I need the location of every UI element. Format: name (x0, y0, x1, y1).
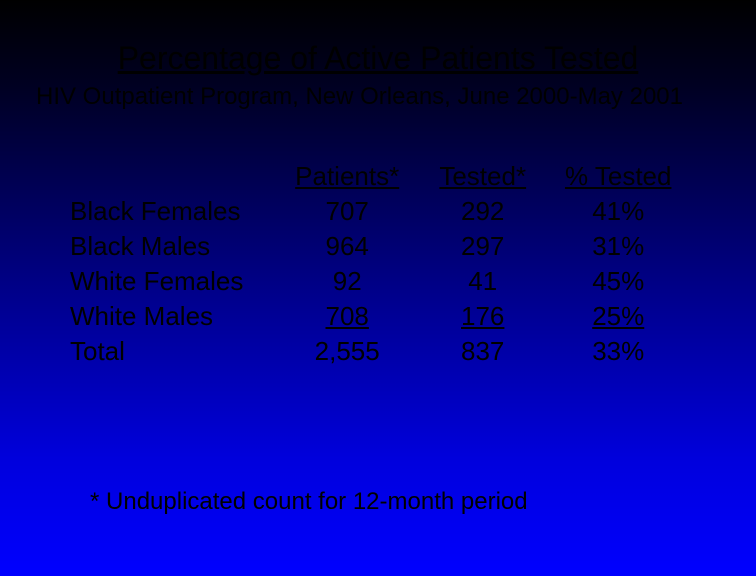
slide-subtitle: HIV Outpatient Program, New Orleans, Jun… (30, 83, 726, 111)
slide: Percentage of Active Patients Tested HIV… (0, 0, 756, 576)
col-header-tested: Tested* (415, 159, 551, 194)
table-header-row: Patients* Tested* % Tested (70, 159, 686, 194)
row-tested: 41 (415, 264, 551, 299)
row-patients: 708 (279, 299, 415, 334)
footnote: * Unduplicated count for 12-month period (90, 488, 528, 516)
row-patients: 964 (279, 229, 415, 264)
data-table: Patients* Tested* % Tested Black Females… (70, 159, 686, 370)
row-pct: 45% (550, 264, 686, 299)
table-body: Black Females70729241%Black Males9642973… (70, 194, 686, 369)
table-row: White Females924145% (70, 264, 686, 299)
slide-title: Percentage of Active Patients Tested (30, 40, 726, 77)
row-label: Total (70, 334, 279, 369)
row-pct: 25% (550, 299, 686, 334)
row-pct: 31% (550, 229, 686, 264)
row-tested: 176 (415, 299, 551, 334)
row-label: Black Females (70, 194, 279, 229)
row-patients: 92 (279, 264, 415, 299)
row-label: White Females (70, 264, 279, 299)
table-row: Total2,55583733% (70, 334, 686, 369)
table-row: White Males70817625% (70, 299, 686, 334)
row-tested: 292 (415, 194, 551, 229)
data-table-wrap: Patients* Tested* % Tested Black Females… (30, 159, 726, 370)
row-tested: 297 (415, 229, 551, 264)
table-row: Black Females70729241% (70, 194, 686, 229)
col-header-pct: % Tested (550, 159, 686, 194)
table-row: Black Males96429731% (70, 229, 686, 264)
row-label: White Males (70, 299, 279, 334)
row-pct: 33% (550, 334, 686, 369)
row-patients: 707 (279, 194, 415, 229)
row-tested: 837 (415, 334, 551, 369)
row-patients: 2,555 (279, 334, 415, 369)
col-header-blank (70, 159, 279, 194)
col-header-patients: Patients* (279, 159, 415, 194)
row-label: Black Males (70, 229, 279, 264)
row-pct: 41% (550, 194, 686, 229)
